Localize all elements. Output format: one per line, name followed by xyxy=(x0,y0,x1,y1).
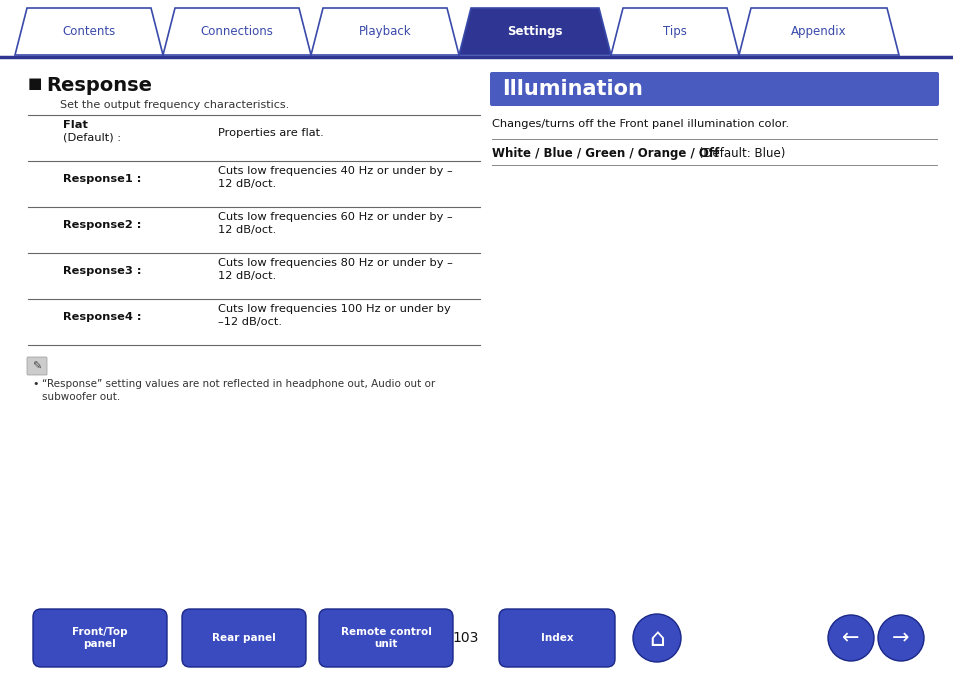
Text: Tips: Tips xyxy=(662,25,686,38)
Text: White / Blue / Green / Orange / Off: White / Blue / Green / Orange / Off xyxy=(492,147,719,160)
Text: –12 dB/oct.: –12 dB/oct. xyxy=(218,317,282,327)
Text: Response1 :: Response1 : xyxy=(63,174,141,184)
Text: (Default: Blue): (Default: Blue) xyxy=(695,147,784,160)
Text: Cuts low frequencies 60 Hz or under by –: Cuts low frequencies 60 Hz or under by – xyxy=(218,212,453,222)
Text: Illumination: Illumination xyxy=(501,79,642,99)
Text: Cuts low frequencies 80 Hz or under by –: Cuts low frequencies 80 Hz or under by – xyxy=(218,258,453,268)
Text: →: → xyxy=(891,628,909,648)
Text: 12 dB/oct.: 12 dB/oct. xyxy=(218,271,276,281)
Text: (Default) :: (Default) : xyxy=(63,133,121,143)
Circle shape xyxy=(877,615,923,661)
Text: Front/Top
panel: Front/Top panel xyxy=(72,627,128,649)
Circle shape xyxy=(827,615,873,661)
Polygon shape xyxy=(458,8,610,55)
Text: ←: ← xyxy=(841,628,859,648)
Polygon shape xyxy=(163,8,311,55)
Text: ■: ■ xyxy=(28,76,42,91)
Polygon shape xyxy=(311,8,458,55)
Text: Response2 :: Response2 : xyxy=(63,220,141,230)
Text: •: • xyxy=(32,379,38,389)
Text: Response: Response xyxy=(46,76,152,95)
Text: Response3 :: Response3 : xyxy=(63,266,141,276)
Polygon shape xyxy=(610,8,739,55)
FancyBboxPatch shape xyxy=(33,609,167,667)
Polygon shape xyxy=(15,8,163,55)
Text: “Response” setting values are not reflected in headphone out, Audio out or: “Response” setting values are not reflec… xyxy=(42,379,435,389)
Text: Index: Index xyxy=(540,633,573,643)
Text: Settings: Settings xyxy=(507,25,562,38)
Text: Cuts low frequencies 100 Hz or under by: Cuts low frequencies 100 Hz or under by xyxy=(218,304,450,314)
Text: Appendix: Appendix xyxy=(790,25,846,38)
Text: Flat: Flat xyxy=(63,120,88,130)
Text: 12 dB/oct.: 12 dB/oct. xyxy=(218,225,276,235)
Text: ⌂: ⌂ xyxy=(648,627,664,651)
Text: Changes/turns off the Front panel illumination color.: Changes/turns off the Front panel illumi… xyxy=(492,119,788,129)
Text: Cuts low frequencies 40 Hz or under by –: Cuts low frequencies 40 Hz or under by – xyxy=(218,166,453,176)
Text: Remote control
unit: Remote control unit xyxy=(340,627,431,649)
Text: ✎: ✎ xyxy=(32,362,42,372)
Text: Rear panel: Rear panel xyxy=(212,633,275,643)
Polygon shape xyxy=(739,8,898,55)
FancyBboxPatch shape xyxy=(182,609,306,667)
Text: Response4 :: Response4 : xyxy=(63,312,141,322)
Text: Connections: Connections xyxy=(200,25,274,38)
FancyBboxPatch shape xyxy=(490,72,938,106)
Text: 103: 103 xyxy=(453,631,478,645)
Circle shape xyxy=(633,614,680,662)
Text: Properties are flat.: Properties are flat. xyxy=(218,128,323,138)
Text: Contents: Contents xyxy=(62,25,115,38)
FancyBboxPatch shape xyxy=(498,609,615,667)
FancyBboxPatch shape xyxy=(318,609,453,667)
Text: Playback: Playback xyxy=(358,25,411,38)
FancyBboxPatch shape xyxy=(27,357,47,375)
Text: Set the output frequency characteristics.: Set the output frequency characteristics… xyxy=(60,100,289,110)
Text: subwoofer out.: subwoofer out. xyxy=(42,392,120,402)
Text: 12 dB/oct.: 12 dB/oct. xyxy=(218,179,276,189)
